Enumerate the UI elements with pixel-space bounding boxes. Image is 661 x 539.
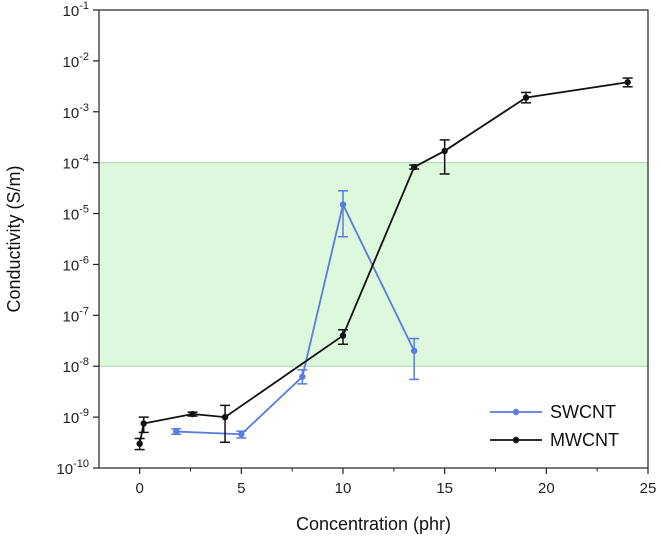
- data-point: [624, 79, 631, 86]
- x-tick-label: 0: [135, 480, 143, 497]
- data-point: [339, 201, 347, 208]
- legend-marker-mwcnt: [512, 436, 520, 444]
- x-tick-label: 25: [640, 480, 657, 497]
- series-mwcnt: [134, 77, 633, 451]
- y-tick-label: 10-3: [63, 102, 89, 122]
- legend-label-swcnt: SWCNT: [550, 402, 616, 422]
- data-point: [339, 332, 347, 339]
- y-axis-title: Conductivity (S/m): [4, 165, 24, 312]
- data-point: [140, 420, 147, 427]
- data-point: [136, 440, 143, 447]
- data-point: [522, 94, 530, 101]
- axes-layer: 0 5 10 15 20 25 10-10 10-9 10-8 10-7 10-6 10-5 10-4 1…: [56, 0, 656, 497]
- y-tick-label: 10-7: [63, 305, 89, 325]
- legend-marker-swcnt: [512, 408, 520, 416]
- series-swcnt: [171, 190, 420, 439]
- data-point: [221, 413, 229, 421]
- y-tick-label: 10-1: [63, 0, 89, 20]
- y-tick-label: 10-2: [63, 51, 89, 71]
- data-point: [173, 428, 180, 435]
- data-point: [410, 163, 418, 171]
- y-tick-label: 10-10: [56, 458, 89, 478]
- legend-label-mwcnt: MWCNT: [550, 430, 619, 450]
- series-layer: [134, 77, 633, 451]
- data-point: [441, 147, 448, 155]
- y-tick-label: 10-8: [63, 356, 89, 376]
- data-point: [189, 410, 196, 418]
- x-tick-label: 10: [335, 480, 352, 497]
- x-tick-label: 15: [436, 480, 453, 497]
- legend: SWCNT MWCNT: [490, 402, 619, 450]
- data-point: [410, 347, 418, 355]
- y-tick-label: 10-5: [63, 204, 89, 224]
- x-tick-label: 5: [237, 480, 245, 497]
- y-tick-label: 10-6: [63, 254, 89, 274]
- plot-frame: [98, 9, 649, 469]
- y-tick-label: 10-4: [63, 153, 89, 173]
- data-point: [238, 431, 245, 438]
- x-tick-label: 20: [538, 480, 555, 497]
- y-tick-label: 10-9: [63, 407, 89, 427]
- x-axis-title: Concentration (phr): [296, 514, 451, 534]
- data-point: [299, 373, 306, 380]
